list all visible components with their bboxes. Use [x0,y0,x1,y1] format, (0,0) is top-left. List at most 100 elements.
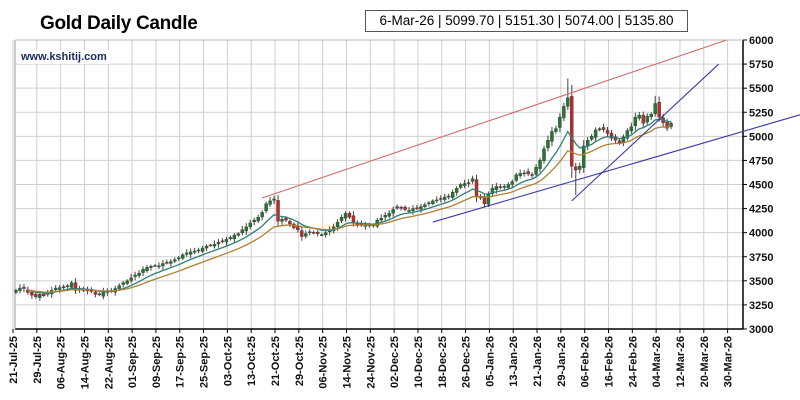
x-tick-label: 18-Dec-25 [437,336,449,388]
candle-body [133,274,137,277]
candle-body [466,182,471,184]
candle-body [14,290,18,293]
x-tick-label: 05-Jan-26 [484,336,496,387]
candle-body [93,291,98,295]
candle-body [200,247,205,252]
candle-body [470,178,475,182]
x-tick-label: 29-Jan-26 [556,336,568,387]
candle-body [157,265,161,268]
x-tick-label: 10-Dec-25 [413,336,425,388]
website-watermark[interactable]: www.kshitij.com [18,50,110,64]
candle-body [486,193,491,205]
x-tick-label: 12-Mar-26 [675,336,687,387]
x-tick-label: 02-Dec-25 [389,336,401,388]
chart-title: Gold Daily Candle [40,13,198,34]
candle-body [22,286,26,289]
candle-body [339,217,344,222]
candle-body [447,195,451,198]
candle-body [204,245,209,249]
x-tick-label: 24-Nov-25 [365,336,377,389]
candle-body [593,129,598,138]
x-tick-label: 01-Sep-25 [127,336,139,388]
candle-body [42,293,46,296]
candle-body [232,234,237,240]
candle-body [423,204,427,207]
moving-average-line [27,126,672,293]
candle-body [252,219,256,223]
candle-body [169,261,173,264]
candle-body [73,282,78,291]
y-tick-label: 6000 [749,35,773,47]
candle-body [97,293,102,296]
candle-body [192,250,197,253]
candle-body [288,221,292,225]
y-tick-label: 3750 [749,252,773,264]
candle-body [351,215,356,224]
candle-body [419,206,423,210]
candle-body [641,114,645,124]
candle-body [597,128,602,131]
x-tick-label: 21-Jul-25 [8,336,20,384]
candle-body [149,266,153,268]
trendline [571,63,720,202]
candle-body [236,233,241,236]
candle-body [458,184,463,188]
candle-body [454,188,459,193]
candle-body [387,213,391,217]
x-tick-label: 06-Aug-25 [56,336,68,389]
candle-body [625,130,630,139]
candle-body [558,116,562,128]
y-tick-label: 3000 [749,324,773,336]
candle-body [268,200,272,205]
x-tick-label: 24-Feb-26 [627,336,639,387]
candle-body [335,221,340,228]
trendline [261,39,727,199]
candle-body [280,218,284,222]
candle-body [57,287,62,290]
candle-body [665,122,669,129]
x-tick-label: 03-Oct-25 [222,336,234,386]
candle-body [312,232,316,234]
candle-body [125,280,129,284]
y-tick-label: 4750 [749,155,773,167]
candle-body [403,206,407,210]
candle-body [196,249,201,252]
candle-body [510,181,514,185]
candle-body [601,127,606,130]
x-tick-label: 25-Sep-25 [199,336,211,388]
candle-body [224,239,229,243]
candle-body [534,166,538,175]
candle-body [570,96,574,167]
candle-body [208,244,213,247]
y-tick-label: 4000 [749,228,773,240]
x-tick-label: 21-Oct-25 [270,336,282,386]
candle-body [589,136,594,140]
candle-body [256,217,260,222]
candle-body [323,232,328,236]
candle-body [173,259,177,262]
x-tick-label: 13-Jan-26 [508,336,520,387]
candle-body [427,202,431,205]
candle-body [308,231,312,233]
candle-body [439,198,443,200]
candle-body [343,213,348,219]
x-tick-label: 17-Sep-25 [175,336,187,388]
candle-body [69,282,74,288]
candle-body [244,226,248,232]
candle-body [101,291,106,297]
x-tick-label: 14-Aug-25 [79,336,91,389]
candle-body [629,126,634,132]
y-tick-label: 5750 [749,59,773,71]
candle-body [161,263,165,267]
moving-average-line [27,118,672,294]
x-tick-label: 13-Oct-25 [246,336,258,386]
candle-body [411,208,415,211]
candle-body [514,174,518,181]
candle-body [546,139,550,149]
candle-body [304,233,308,237]
candle-body [61,286,66,289]
candle-body [462,183,467,186]
candle-body [415,207,419,209]
trendline [432,114,800,223]
candle-body [474,179,479,197]
